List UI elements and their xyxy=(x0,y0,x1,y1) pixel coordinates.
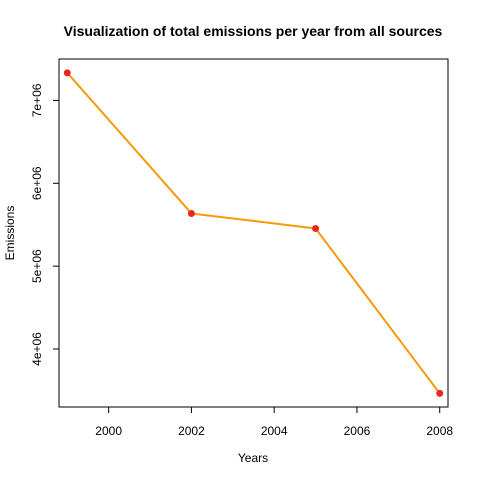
x-tick-label: 2006 xyxy=(344,424,371,438)
plot-frame xyxy=(58,58,449,408)
y-tick-label: 5e+06 xyxy=(30,249,44,283)
chart-title: Visualization of total emissions per yea… xyxy=(64,23,443,39)
x-tick-label: 2004 xyxy=(261,424,288,438)
data-point xyxy=(312,224,320,232)
x-axis-label: Years xyxy=(238,451,268,465)
y-tick-label: 6e+06 xyxy=(30,166,44,200)
series-layer xyxy=(63,69,444,397)
x-tick-label: 2000 xyxy=(95,424,122,438)
x-axis: 2000 2002 2004 2006 2008 xyxy=(95,407,453,438)
data-point xyxy=(187,209,195,217)
data-point xyxy=(436,389,444,397)
series-line xyxy=(66,72,441,394)
data-point xyxy=(63,69,71,77)
y-axis: 4e+06 5e+06 6e+06 7e+06 xyxy=(30,83,59,366)
y-tick-label: 7e+06 xyxy=(30,83,44,117)
y-tick-label: 4e+06 xyxy=(30,332,44,366)
x-tick-label: 2002 xyxy=(178,424,205,438)
y-axis-label: Emissions xyxy=(3,206,17,261)
x-tick-label: 2008 xyxy=(426,424,453,438)
